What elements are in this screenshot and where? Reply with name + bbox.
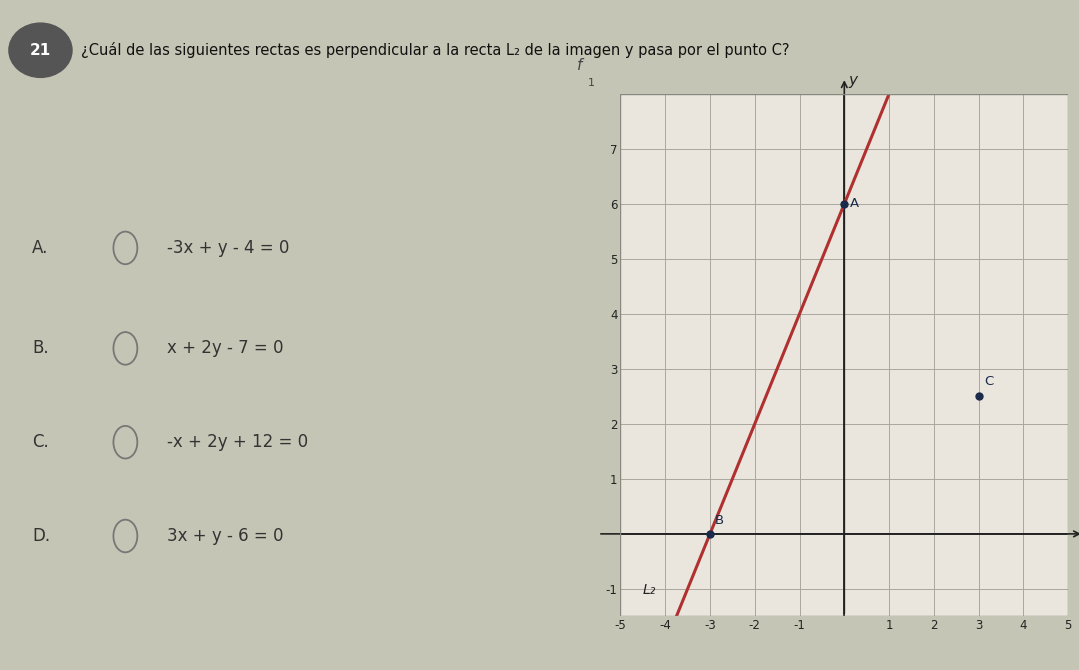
Text: D.: D.	[32, 527, 51, 545]
Text: y: y	[849, 73, 858, 88]
Text: C.: C.	[32, 433, 50, 451]
Text: L₂: L₂	[643, 584, 656, 598]
Text: 21: 21	[30, 43, 51, 58]
Text: -x + 2y + 12 = 0: -x + 2y + 12 = 0	[167, 433, 309, 451]
Text: -3x + y - 4 = 0: -3x + y - 4 = 0	[167, 239, 289, 257]
Text: 1: 1	[588, 78, 595, 88]
Text: A.: A.	[32, 239, 49, 257]
Text: 3x + y - 6 = 0: 3x + y - 6 = 0	[167, 527, 284, 545]
Circle shape	[9, 23, 72, 77]
Text: B.: B.	[32, 340, 49, 357]
Text: ¿Cuál de las siguientes rectas es perpendicular a la recta L₂ de la imagen y pas: ¿Cuál de las siguientes rectas es perpen…	[81, 42, 790, 58]
Text: f: f	[577, 58, 583, 73]
Text: C: C	[984, 375, 994, 389]
Bar	[620, 94, 1068, 616]
Text: A: A	[850, 196, 859, 210]
Text: B: B	[714, 514, 724, 527]
Text: x + 2y - 7 = 0: x + 2y - 7 = 0	[167, 340, 284, 357]
